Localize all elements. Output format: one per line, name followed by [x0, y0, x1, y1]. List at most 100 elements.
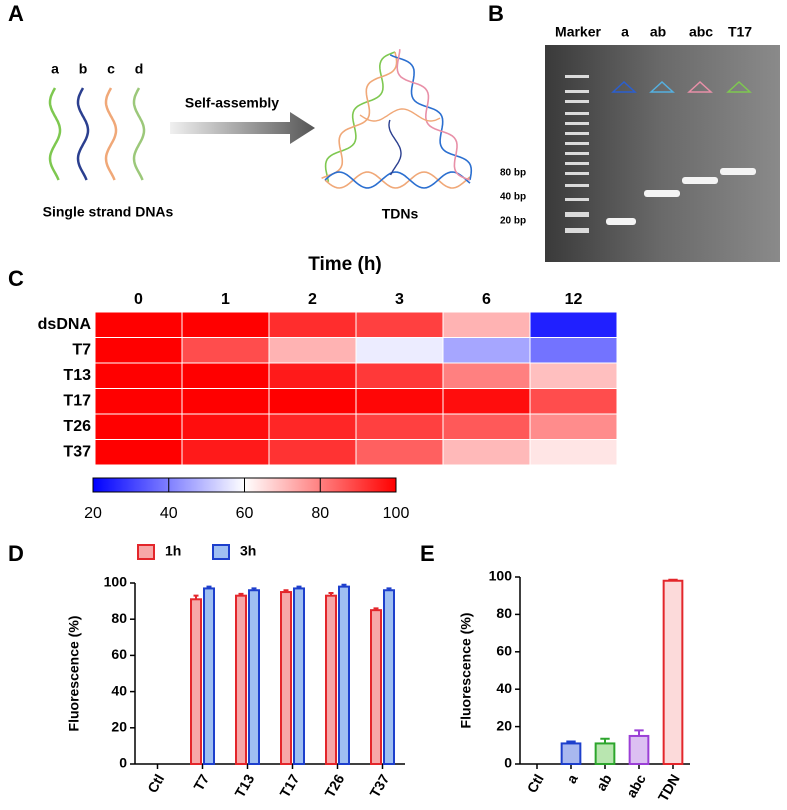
y-tick-label: 40	[496, 680, 512, 696]
heat-cell	[181, 311, 270, 338]
dna-drawing	[48, 49, 473, 189]
heat-cell	[181, 439, 270, 466]
column-label: 6	[482, 291, 491, 308]
bar	[594, 742, 616, 765]
row-label: dsDNA	[38, 316, 92, 333]
marker-band	[565, 132, 589, 135]
heat-cell	[268, 439, 357, 466]
heat-cell	[529, 337, 618, 364]
lane-label: ab	[650, 24, 666, 40]
heat-cell	[268, 388, 357, 415]
x-tick-label: ab	[593, 771, 615, 793]
marker-band	[565, 152, 589, 155]
y-tick-label: 80	[111, 610, 127, 626]
error-bar	[328, 591, 334, 596]
error-bar	[668, 578, 678, 581]
band	[606, 218, 636, 225]
y-tick-label: 0	[504, 755, 512, 771]
bar	[370, 609, 382, 766]
row-label: T37	[63, 443, 91, 460]
marker-band	[565, 212, 589, 217]
helix	[324, 171, 471, 189]
marker-band	[565, 184, 589, 187]
y-tick-label: 80	[496, 605, 512, 621]
x-tick-label: Ctl	[144, 771, 167, 795]
heat-cell	[529, 388, 618, 415]
y-tick-label: 40	[111, 682, 127, 698]
heat-cell	[442, 439, 531, 466]
heat-cell	[268, 413, 357, 440]
marker-band	[565, 122, 589, 125]
heat-cell	[355, 413, 444, 440]
panel-label: B	[488, 1, 504, 26]
colorbar-tick-label: 40	[160, 505, 178, 522]
heat-cell	[529, 413, 618, 440]
heat-cell	[268, 311, 357, 338]
y-tick-label: 100	[489, 568, 513, 584]
row-label: T26	[63, 418, 91, 435]
column-label: 0	[134, 291, 143, 308]
strand-label: b	[79, 61, 88, 77]
heat-cell	[529, 362, 618, 389]
arrow-label: Self-assembly	[185, 95, 279, 111]
heat-cell	[355, 388, 444, 415]
bp-label: 40 bp	[500, 192, 526, 203]
band	[682, 177, 718, 184]
marker-band	[565, 112, 589, 115]
helix	[359, 108, 441, 122]
marker-band	[565, 100, 589, 103]
band	[644, 190, 680, 197]
tdn-icon	[611, 80, 637, 93]
helix	[132, 87, 146, 181]
panel-label: E	[420, 541, 435, 566]
y-tick-label: 60	[496, 643, 512, 659]
marker-band	[565, 228, 589, 233]
marker-band	[565, 198, 589, 201]
bar	[560, 742, 582, 765]
heat-cell	[94, 362, 183, 389]
column-label: 3	[395, 291, 404, 308]
bar	[662, 579, 684, 765]
bar	[293, 587, 305, 765]
bar	[235, 594, 247, 765]
lane-label: abc	[689, 24, 713, 40]
row-label: T13	[63, 367, 91, 384]
strand-label: c	[107, 61, 115, 77]
bar	[325, 594, 337, 765]
caption: Single strand DNAs	[43, 204, 174, 220]
error-bar	[341, 583, 347, 587]
heat-cell	[94, 439, 183, 466]
helix	[324, 51, 396, 182]
bar	[248, 589, 260, 765]
x-tick-label: Ctl	[524, 771, 547, 795]
bar	[628, 734, 650, 766]
x-tick-label: a	[563, 771, 581, 786]
lane-label: T17	[728, 24, 752, 40]
heat-cell	[181, 388, 270, 415]
helix	[48, 87, 62, 181]
helix	[104, 87, 118, 181]
chart-title: Time (h)	[308, 254, 382, 275]
heat-cell	[181, 413, 270, 440]
column-label: 1	[221, 291, 230, 308]
colorbar-tick-label: 100	[383, 505, 410, 522]
tdn-icon	[726, 80, 752, 93]
error-bar	[283, 589, 289, 593]
error-bar	[193, 594, 199, 600]
y-tick-label: 20	[111, 719, 127, 735]
error-bar	[238, 592, 244, 596]
band	[720, 168, 756, 175]
heat-cell	[442, 311, 531, 338]
error-bar	[206, 585, 212, 589]
heat-cell	[268, 337, 357, 364]
x-tick-label: T13	[231, 771, 257, 800]
heat-cell	[94, 413, 183, 440]
legend-swatch	[212, 544, 230, 560]
bar	[383, 589, 395, 765]
marker-band	[565, 162, 589, 165]
error-bar	[296, 585, 302, 589]
helix	[76, 87, 90, 181]
error-bar	[566, 740, 576, 744]
bar	[280, 591, 292, 765]
